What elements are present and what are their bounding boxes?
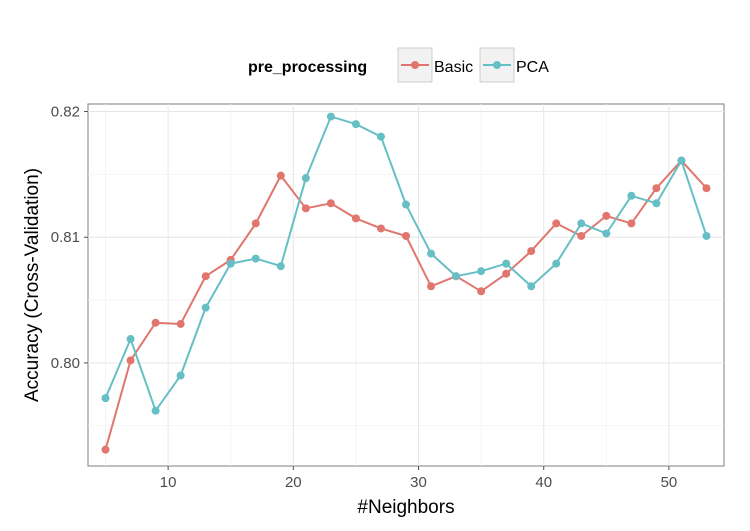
y-tick-label: 0.81 [51, 229, 80, 246]
data-point-pca[interactable] [351, 120, 360, 129]
data-point-pca[interactable] [527, 282, 536, 291]
data-point-basic[interactable] [602, 211, 611, 220]
y-tick-label: 0.80 [51, 355, 80, 372]
data-point-basic[interactable] [627, 219, 636, 228]
y-axis-title: Accuracy (Cross-Validation) [22, 168, 43, 402]
legend-title: pre_processing [248, 59, 367, 76]
data-point-pca[interactable] [577, 219, 586, 228]
data-point-basic[interactable] [402, 231, 410, 240]
data-point-pca[interactable] [627, 191, 636, 200]
data-point-pca[interactable] [502, 259, 511, 268]
data-point-pca[interactable] [677, 156, 686, 165]
data-point-pca[interactable] [326, 112, 335, 121]
data-point-pca[interactable] [477, 267, 486, 276]
legend-label-basic: Basic [434, 59, 473, 76]
legend: pre_processing Basic PCA [248, 47, 549, 83]
data-point-basic[interactable] [351, 214, 360, 223]
data-point-basic[interactable] [251, 219, 260, 228]
data-point-basic[interactable] [101, 445, 110, 454]
data-point-basic[interactable] [276, 171, 285, 180]
data-point-pca[interactable] [126, 335, 135, 344]
grid-lines [88, 104, 724, 466]
legend-key-pca[interactable] [479, 47, 515, 83]
data-point-basic[interactable] [427, 282, 436, 291]
data-point-basic[interactable] [126, 356, 135, 365]
data-point-pca[interactable] [201, 303, 210, 312]
series-layer [101, 112, 711, 454]
axis-ticks: 10 20 30 40 50 0.80 0.81 0.82 [51, 104, 677, 491]
data-point-basic[interactable] [527, 247, 536, 256]
x-tick-label: 30 [410, 474, 427, 491]
legend-key-basic[interactable] [397, 47, 433, 83]
data-point-basic[interactable] [552, 219, 561, 228]
y-tick-label: 0.82 [51, 104, 80, 121]
data-point-basic[interactable] [376, 224, 385, 233]
data-point-pca[interactable] [452, 272, 461, 281]
data-point-pca[interactable] [101, 394, 110, 403]
data-point-basic[interactable] [652, 184, 661, 193]
data-point-pca[interactable] [402, 200, 410, 209]
data-point-pca[interactable] [226, 259, 235, 268]
legend-label-pca: PCA [516, 59, 549, 76]
data-point-basic[interactable] [176, 319, 185, 328]
data-point-pca[interactable] [301, 174, 310, 183]
data-point-pca[interactable] [602, 229, 611, 238]
data-point-pca[interactable] [652, 199, 661, 208]
x-tick-label: 50 [661, 474, 678, 491]
data-point-pca[interactable] [702, 231, 711, 240]
data-point-basic[interactable] [301, 204, 310, 213]
data-point-basic[interactable] [201, 272, 210, 281]
data-point-basic[interactable] [702, 184, 711, 193]
x-axis-title: #Neighbors [357, 497, 454, 518]
x-tick-label: 10 [160, 474, 177, 491]
data-point-basic[interactable] [577, 231, 586, 240]
x-tick-label: 40 [535, 474, 552, 491]
data-point-pca[interactable] [427, 249, 436, 258]
data-point-basic[interactable] [502, 269, 511, 278]
data-point-pca[interactable] [251, 254, 260, 263]
data-point-pca[interactable] [151, 406, 160, 415]
x-tick-label: 20 [285, 474, 302, 491]
data-point-pca[interactable] [552, 259, 561, 268]
data-point-pca[interactable] [276, 262, 285, 271]
data-point-pca[interactable] [176, 371, 185, 380]
plot-panel [87, 103, 725, 467]
data-point-basic[interactable] [477, 287, 486, 296]
data-point-pca[interactable] [376, 132, 385, 141]
data-point-basic[interactable] [151, 318, 160, 327]
data-point-basic[interactable] [326, 199, 335, 208]
